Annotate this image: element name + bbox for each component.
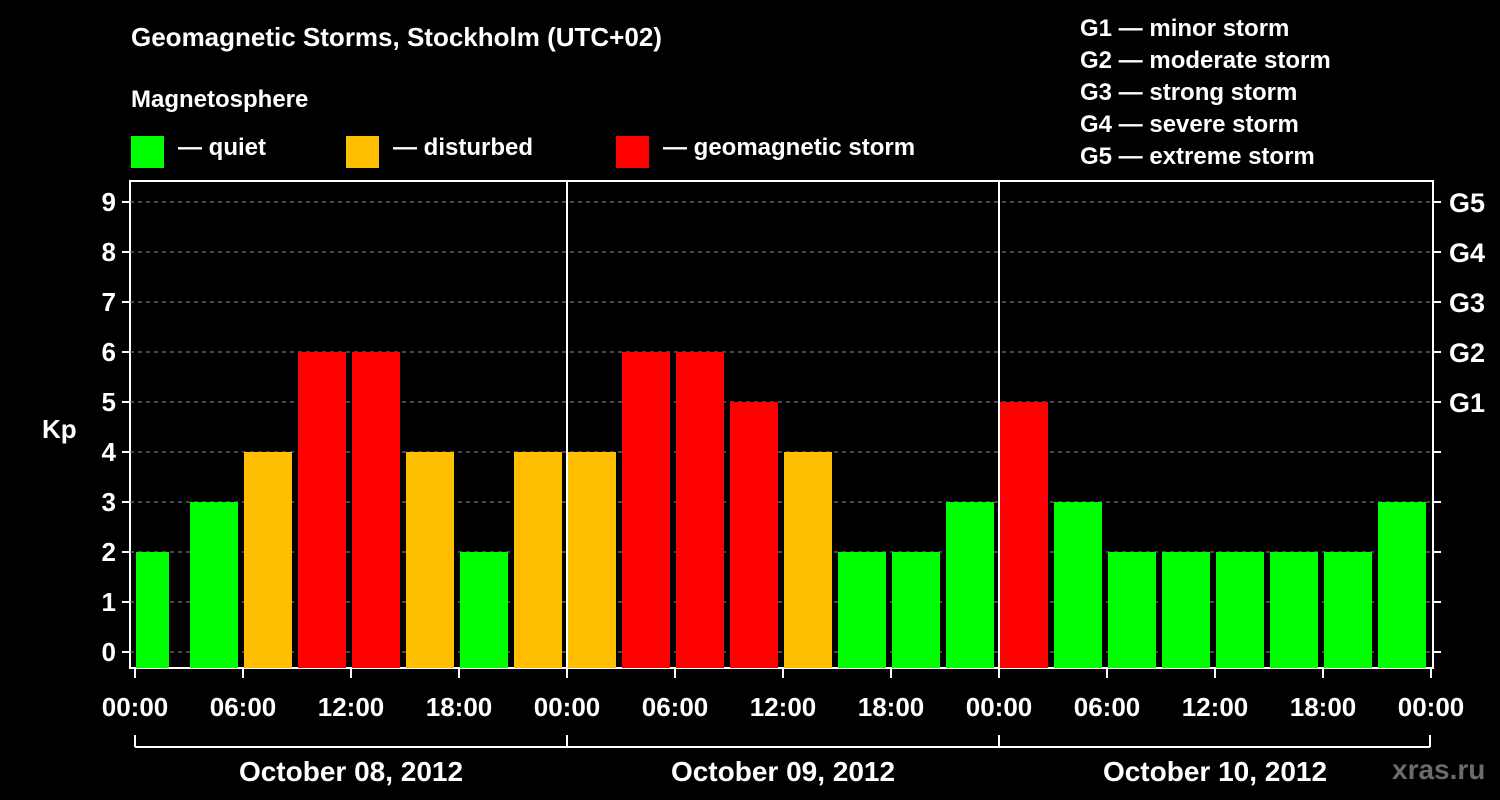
- kp-bar: [352, 352, 400, 668]
- legend-label-storm: — geomagnetic storm: [663, 134, 916, 161]
- kp-bar: [190, 502, 238, 668]
- x-tick-label: 00:00: [966, 692, 1033, 722]
- x-tick-label: 12:00: [750, 692, 817, 722]
- x-tick-label: 06:00: [1074, 692, 1141, 722]
- storm-level-axis-label: G1: [1449, 388, 1485, 418]
- y-tick-label: 0: [102, 637, 116, 667]
- kp-bar: [784, 452, 832, 668]
- x-tick-label: 18:00: [1290, 692, 1357, 722]
- x-tick-label: 18:00: [426, 692, 493, 722]
- storm-level-g5: G5 — extreme storm: [1080, 143, 1315, 170]
- x-tick-label: 06:00: [210, 692, 277, 722]
- kp-bar: [1216, 552, 1264, 668]
- magnetosphere-label: Magnetosphere: [131, 86, 309, 113]
- legend-label-disturbed: — disturbed: [393, 134, 534, 161]
- kp-bar: [622, 352, 670, 668]
- y-tick-label: 6: [102, 337, 116, 367]
- y-tick-label: 7: [102, 287, 116, 317]
- kp-bar: [676, 352, 724, 668]
- y-tick-label: 9: [102, 187, 116, 217]
- x-tick-label: 00:00: [534, 692, 601, 722]
- kp-bar: [460, 552, 508, 668]
- kp-bar: [1378, 502, 1426, 668]
- day-label: October 09, 2012: [671, 756, 895, 787]
- y-tick-label: 4: [102, 437, 117, 467]
- storm-level-axis-label: G3: [1449, 288, 1485, 318]
- x-tick-label: 18:00: [858, 692, 925, 722]
- kp-bar: [298, 352, 346, 668]
- day-label: October 08, 2012: [239, 756, 463, 787]
- legend-swatch-disturbed: [346, 136, 379, 168]
- kp-bar: [1162, 552, 1210, 668]
- y-axis-label: Kp: [42, 414, 77, 444]
- y-tick-label: 5: [102, 387, 116, 417]
- legend-label-quiet: — quiet: [178, 134, 266, 161]
- y-tick-label: 2: [102, 537, 116, 567]
- y-tick-label: 1: [102, 587, 116, 617]
- plot-frame: [129, 180, 1434, 669]
- storm-level-axis-label: G2: [1449, 338, 1485, 368]
- day-label: October 10, 2012: [1103, 756, 1327, 787]
- kp-bar: [1270, 552, 1318, 668]
- x-tick-label: 12:00: [1182, 692, 1249, 722]
- kp-bar: [136, 552, 169, 668]
- legend-swatch-quiet: [131, 136, 164, 168]
- kp-bar: [838, 552, 886, 668]
- kp-bar: [730, 402, 778, 668]
- x-tick-label: 00:00: [102, 692, 169, 722]
- storm-level-g3: G3 — strong storm: [1080, 79, 1298, 106]
- kp-bar: [1324, 552, 1372, 668]
- chart-title: Geomagnetic Storms, Stockholm (UTC+02): [131, 22, 662, 52]
- kp-bar: [946, 502, 994, 668]
- kp-bar: [1000, 402, 1048, 668]
- storm-level-g2: G2 — moderate storm: [1080, 47, 1331, 74]
- kp-bar: [568, 452, 616, 668]
- watermark: xras.ru: [1392, 754, 1486, 785]
- x-tick-label: 00:00: [1398, 692, 1465, 722]
- storm-level-axis-label: G4: [1449, 238, 1485, 268]
- kp-bar: [514, 452, 562, 668]
- x-tick-label: 12:00: [318, 692, 385, 722]
- y-tick-label: 3: [102, 487, 116, 517]
- kp-bar: [244, 452, 292, 668]
- legend-swatch-storm: [616, 136, 649, 168]
- kp-bar: [1108, 552, 1156, 668]
- kp-bar: [406, 452, 454, 668]
- kp-bar: [892, 552, 940, 668]
- x-tick-label: 06:00: [642, 692, 709, 722]
- y-tick-label: 8: [102, 237, 116, 267]
- kp-bar: [1054, 502, 1102, 668]
- storm-level-axis-label: G5: [1449, 188, 1485, 218]
- storm-level-g4: G4 — severe storm: [1080, 111, 1299, 138]
- storm-level-g1: G1 — minor storm: [1080, 15, 1290, 42]
